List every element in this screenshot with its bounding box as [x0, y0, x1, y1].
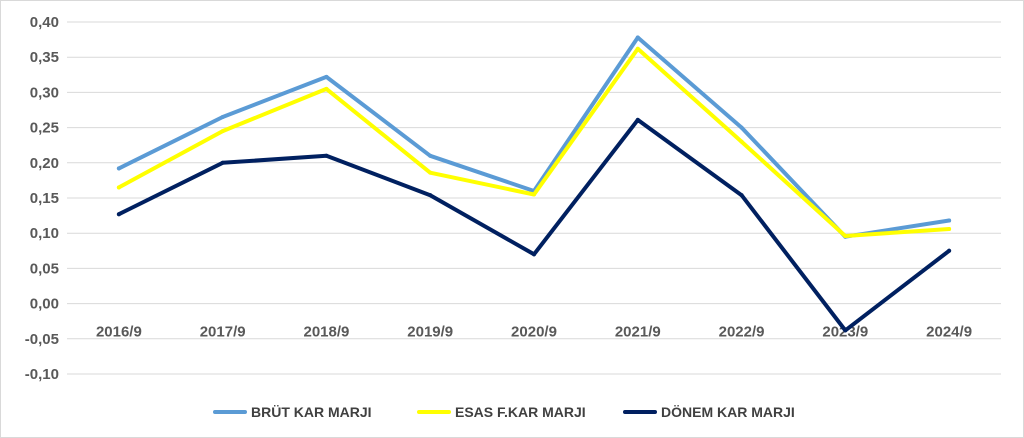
y-tick-label: 0,30: [30, 84, 59, 101]
data-point: [324, 74, 329, 79]
data-point: [843, 328, 848, 333]
y-tick-label: 0,10: [30, 225, 59, 242]
x-tick-label: 2022/9: [719, 324, 765, 341]
legend-label: BRÜT KAR MARJI: [251, 404, 372, 420]
y-tick-label: 0,20: [30, 155, 59, 172]
data-point: [428, 170, 433, 175]
data-point: [220, 129, 225, 134]
y-tick-label: 0,35: [30, 49, 59, 66]
data-point: [635, 35, 640, 40]
series-line-1: [116, 35, 952, 239]
x-tick-label: 2017/9: [200, 324, 246, 341]
data-point: [220, 115, 225, 120]
y-tick-label: 0,05: [30, 260, 59, 277]
x-tick-label: 2021/9: [615, 324, 661, 341]
data-point: [532, 252, 536, 257]
x-tick-label: 2018/9: [303, 324, 349, 341]
y-tick-label: 0,00: [30, 296, 59, 313]
x-tick-label: 2020/9: [511, 324, 557, 341]
y-tick-label: 0,25: [30, 120, 59, 137]
y-axis-ticks: 0,40 0,35 0,30 0,25 0,20 0,15 0,10 0,05 0,00 -0,0…: [25, 14, 59, 383]
y-tick-label: 0,40: [30, 14, 59, 31]
series-line-3: [116, 117, 952, 333]
data-point: [947, 226, 952, 231]
y-tick-label: -0,10: [25, 366, 59, 383]
data-point: [635, 46, 640, 51]
data-point: [739, 125, 744, 130]
data-point: [428, 153, 433, 158]
legend-label: DÖNEM KAR MARJI: [661, 404, 795, 420]
y-tick-label: 0,15: [30, 190, 59, 207]
series-line-2: [116, 46, 952, 238]
data-point: [220, 160, 225, 165]
x-tick-label: 2016/9: [96, 324, 142, 341]
legend-label: ESAS F.KAR MARJI: [455, 404, 586, 420]
x-tick-label: 2019/9: [407, 324, 453, 341]
data-point: [428, 193, 433, 198]
grid-lines: [67, 21, 1001, 375]
x-tick-label: 2024/9: [926, 324, 972, 341]
data-point: [116, 212, 121, 217]
series-lines: [116, 35, 952, 333]
y-tick-label: -0,05: [25, 331, 59, 348]
data-point: [116, 185, 121, 190]
legend: BRÜT KAR MARJI ESAS F.KAR MARJI DÖNEM KAR …: [213, 404, 795, 420]
data-point: [635, 117, 640, 122]
data-point: [324, 153, 329, 158]
data-point: [843, 234, 848, 239]
data-point: [532, 192, 536, 197]
data-point: [947, 248, 952, 253]
data-point: [739, 139, 744, 144]
data-point: [739, 193, 744, 198]
data-point: [116, 166, 121, 171]
data-point: [947, 218, 952, 223]
data-point: [324, 86, 329, 91]
